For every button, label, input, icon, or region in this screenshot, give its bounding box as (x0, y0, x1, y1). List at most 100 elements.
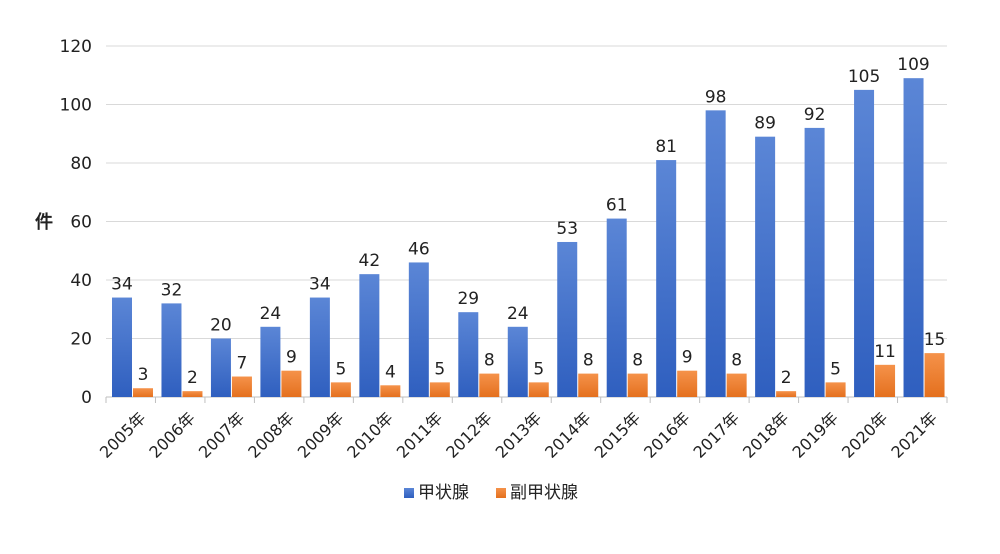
data-label: 81 (655, 137, 677, 157)
bar-thyroid (507, 326, 528, 397)
data-label: 8 (632, 351, 643, 371)
bar-parathyroid (677, 370, 698, 397)
bar-parathyroid (182, 391, 203, 397)
x-tick-label: 2018年 (739, 408, 793, 462)
x-tick-label: 2021年 (887, 408, 941, 462)
x-tick-label: 2012年 (442, 408, 496, 462)
bar-parathyroid (380, 385, 401, 397)
data-label: 8 (731, 351, 742, 371)
bar-parathyroid (528, 382, 549, 397)
data-label: 92 (804, 105, 826, 125)
data-label: 7 (237, 354, 248, 374)
bar-parathyroid (578, 373, 599, 397)
bar-thyroid (557, 241, 578, 397)
bar-parathyroid (479, 373, 500, 397)
bar-thyroid (309, 297, 330, 397)
data-label: 109 (897, 55, 929, 75)
x-tick-label: 2020年 (838, 408, 892, 462)
data-label: 34 (309, 275, 331, 295)
bar-parathyroid (330, 382, 351, 397)
legend-label: 甲状腺 (418, 483, 469, 503)
y-axis-ticks: 0 20 40 60 80 100 120 (60, 37, 92, 408)
y-tick-label: 60 (70, 213, 92, 233)
x-tick-label: 2008年 (244, 408, 298, 462)
x-tick-label: 2014年 (541, 408, 595, 462)
data-label: 3 (138, 365, 149, 385)
y-tick-label: 80 (70, 154, 92, 174)
data-label: 11 (874, 342, 896, 362)
bar-thyroid (903, 78, 924, 398)
data-label: 4 (385, 362, 396, 382)
bar-thyroid (112, 297, 132, 397)
x-tick-label: 2010年 (343, 408, 397, 462)
y-axis-label: 件 (35, 211, 53, 233)
legend-swatch-parathyroid (496, 488, 506, 498)
bar-thyroid (656, 160, 677, 397)
y-tick-label: 20 (70, 330, 92, 350)
bar-thyroid (408, 262, 429, 397)
bar-parathyroid (133, 388, 153, 397)
data-label: 42 (359, 251, 381, 271)
x-tick-label: 2011年 (393, 408, 447, 462)
data-label: 5 (335, 359, 346, 379)
x-tick-label: 2009年 (294, 408, 348, 462)
data-label: 105 (848, 67, 880, 87)
data-label: 89 (754, 114, 776, 134)
x-tick-label: 2016年 (640, 408, 694, 462)
bar-thyroid (260, 326, 281, 397)
data-label: 15 (924, 330, 946, 350)
bar-thyroid (606, 218, 627, 397)
data-label: 2 (781, 368, 792, 388)
bar-thyroid (458, 312, 479, 397)
x-tick-label: 2015年 (591, 408, 645, 462)
data-label: 8 (484, 351, 495, 371)
bar-thyroid (359, 274, 380, 397)
data-label: 9 (286, 348, 297, 368)
bar-thyroid (161, 303, 182, 397)
bar-parathyroid (825, 382, 846, 397)
y-tick-label: 100 (60, 96, 92, 116)
y-tick-label: 120 (60, 37, 92, 57)
data-label: 61 (606, 196, 628, 216)
x-axis-ticks: 2005年2006年2007年2008年2009年2010年2011年2012年… (96, 408, 941, 462)
x-tick-label: 2006年 (145, 408, 199, 462)
bar-parathyroid (726, 373, 747, 397)
x-tick-label: 2007年 (195, 408, 249, 462)
legend-label: 副甲状腺 (510, 483, 578, 503)
data-label: 34 (111, 275, 133, 295)
data-label: 5 (533, 359, 544, 379)
data-label: 2 (187, 368, 198, 388)
x-tick-label: 2005年 (96, 408, 150, 462)
x-tick-label: 2017年 (690, 408, 744, 462)
data-label: 5 (830, 359, 841, 379)
data-labels: 34 3 32 2 207 24 9 34 5 42 4 46 5 29 8 24 5 53 8 61 8 81 9 98 8 8… (111, 55, 945, 388)
data-label: 46 (408, 239, 430, 259)
legend-swatch-thyroid (404, 488, 414, 498)
legend: 甲状腺 副甲状腺 (404, 483, 578, 503)
bars (112, 78, 945, 398)
y-tick-label: 0 (81, 388, 92, 408)
bar-thyroid (755, 136, 776, 398)
bar-thyroid (210, 338, 231, 397)
data-label: 32 (161, 280, 183, 300)
bar-parathyroid (875, 364, 896, 397)
bar-thyroid (705, 110, 726, 397)
bar-parathyroid (776, 391, 797, 397)
data-label: 5 (434, 359, 445, 379)
bar-thyroid (854, 89, 875, 397)
bar-parathyroid (627, 373, 648, 397)
bar-parathyroid (231, 376, 252, 397)
data-label: 9 (682, 348, 693, 368)
bar-parathyroid (281, 370, 302, 397)
y-tick-label: 40 (70, 271, 92, 291)
data-label: 24 (260, 304, 282, 324)
data-label: 20 (210, 316, 232, 336)
data-label: 98 (705, 87, 727, 107)
data-label: 8 (583, 351, 594, 371)
bar-thyroid (804, 127, 825, 398)
data-label: 53 (556, 219, 578, 239)
x-tick-label: 2013年 (492, 408, 546, 462)
bar-parathyroid (429, 382, 450, 397)
data-label: 29 (457, 289, 479, 309)
